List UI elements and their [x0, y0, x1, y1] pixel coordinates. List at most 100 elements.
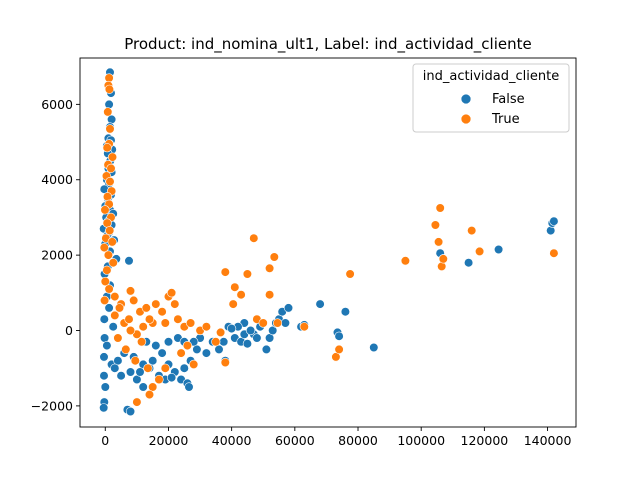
- point-false-55: [125, 367, 136, 377]
- point-false-70: [167, 373, 177, 383]
- point-true-72: [265, 290, 275, 300]
- point-true-43: [125, 325, 136, 336]
- point-true-71: [265, 263, 275, 273]
- point-false-89: [261, 344, 272, 355]
- legend-box: [412, 63, 570, 133]
- point-true-70: [258, 318, 268, 328]
- point-true-73: [269, 252, 279, 262]
- point-false-57: [138, 382, 148, 392]
- legend: ind_actividad_cliente False True: [412, 63, 570, 133]
- point-false-64: [100, 382, 110, 392]
- point-true-38: [170, 299, 180, 309]
- point-true-86: [475, 246, 485, 256]
- chart-title: Product: ind_nomina_ult1, Label: ind_act…: [124, 35, 531, 54]
- point-true-48: [130, 356, 140, 366]
- point-true-45: [113, 333, 123, 343]
- point-true-87: [549, 248, 559, 258]
- x-tick-label: 40000: [212, 433, 252, 448]
- point-true-3: [103, 107, 113, 117]
- point-true-13: [102, 192, 113, 202]
- point-true-67: [242, 269, 252, 279]
- point-false-110: [549, 216, 559, 226]
- point-true-30: [125, 286, 136, 296]
- point-true-64: [228, 299, 238, 309]
- point-false-32: [124, 256, 134, 266]
- point-false-37: [104, 303, 114, 313]
- point-true-7: [107, 152, 118, 162]
- point-true-60: [211, 337, 221, 347]
- point-true-94: [114, 303, 125, 313]
- point-false-115: [242, 339, 252, 349]
- point-true-81: [434, 237, 444, 247]
- point-true-84: [438, 254, 448, 264]
- point-false-102: [340, 307, 351, 317]
- point-true-82: [435, 203, 445, 213]
- point-false-96: [280, 318, 291, 328]
- legend-marker-false: [460, 93, 472, 105]
- point-false-71: [179, 363, 189, 373]
- point-false-63: [99, 403, 109, 413]
- point-false-107: [494, 244, 504, 255]
- point-false-81: [219, 337, 229, 347]
- point-false-77: [163, 337, 174, 347]
- point-true-57: [189, 359, 199, 370]
- point-true-74: [272, 318, 283, 328]
- point-true-59: [201, 322, 211, 332]
- point-false-49: [157, 348, 167, 358]
- point-true-28: [110, 292, 120, 302]
- point-true-54: [160, 363, 170, 373]
- point-true-63: [220, 357, 230, 368]
- point-false-65: [99, 371, 109, 381]
- point-true-34: [151, 299, 161, 309]
- point-true-6: [102, 143, 112, 153]
- point-false-2: [104, 99, 114, 109]
- point-true-78: [345, 269, 355, 279]
- x-tick-label: 60000: [275, 433, 315, 448]
- point-false-42: [99, 352, 109, 362]
- point-true-4: [105, 124, 115, 134]
- y-tick-label: 0: [65, 323, 73, 338]
- x-tick-label: 20000: [149, 433, 189, 448]
- point-true-62: [220, 267, 230, 277]
- point-true-93: [124, 314, 134, 324]
- point-false-99: [315, 299, 325, 309]
- point-true-46: [110, 310, 120, 321]
- x-axis: 0 20000 40000 60000 80000 100000 120000 140000: [101, 427, 571, 448]
- point-false-103: [369, 342, 379, 353]
- point-true-27: [99, 295, 110, 306]
- point-false-59: [110, 363, 120, 373]
- legend-title: ind_actividad_cliente: [423, 69, 559, 84]
- y-tick-label: 2000: [41, 248, 73, 263]
- point-true-22: [103, 250, 113, 260]
- point-true-52: [144, 390, 155, 400]
- plot-frame: [79, 57, 577, 428]
- point-false-101: [334, 331, 344, 341]
- point-true-11: [105, 177, 115, 187]
- point-false-117: [246, 325, 256, 336]
- point-true-41: [138, 322, 148, 332]
- point-true-49: [143, 363, 153, 373]
- point-true-53: [154, 374, 164, 385]
- point-true-55: [176, 348, 186, 358]
- point-true-26: [104, 284, 114, 294]
- point-true-37: [167, 288, 177, 298]
- x-tick-label: 0: [101, 433, 109, 448]
- points-layer: [99, 67, 559, 417]
- point-true-24: [102, 265, 112, 275]
- point-true-18: [105, 226, 115, 236]
- x-tick-label: 80000: [338, 433, 378, 448]
- point-false-38: [99, 314, 109, 324]
- point-true-47: [121, 344, 131, 355]
- legend-marker-true: [460, 113, 472, 125]
- point-true-23: [108, 258, 118, 268]
- legend-label-false: False: [492, 92, 525, 107]
- x-tick-label: 120000: [461, 433, 509, 448]
- point-false-116: [252, 333, 262, 343]
- y-tick-label: 6000: [41, 97, 73, 112]
- point-true-51: [132, 397, 142, 407]
- point-false-119: [227, 324, 237, 334]
- y-tick-label: 4000: [41, 172, 73, 187]
- point-false-39: [108, 322, 118, 332]
- point-true-2: [104, 84, 114, 94]
